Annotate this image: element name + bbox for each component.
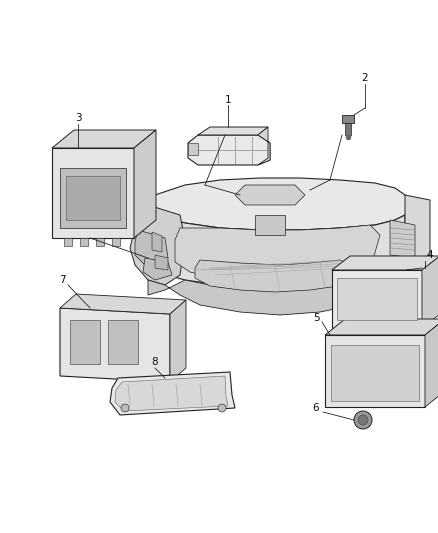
- Polygon shape: [258, 127, 270, 165]
- Polygon shape: [198, 127, 268, 135]
- Text: 7: 7: [59, 275, 65, 285]
- Polygon shape: [80, 238, 88, 246]
- Polygon shape: [66, 176, 120, 220]
- Polygon shape: [130, 205, 185, 285]
- Polygon shape: [422, 256, 438, 328]
- Polygon shape: [337, 278, 417, 320]
- Polygon shape: [70, 320, 100, 364]
- Polygon shape: [235, 185, 305, 205]
- Circle shape: [354, 411, 372, 429]
- Polygon shape: [52, 148, 134, 238]
- Polygon shape: [331, 345, 419, 401]
- Polygon shape: [325, 335, 425, 407]
- Circle shape: [121, 404, 129, 412]
- Text: 3: 3: [75, 113, 81, 123]
- Text: 6: 6: [313, 403, 319, 413]
- Polygon shape: [405, 195, 430, 265]
- Text: 5: 5: [313, 313, 319, 323]
- Polygon shape: [342, 115, 354, 123]
- Text: 4: 4: [427, 250, 433, 260]
- Polygon shape: [112, 238, 120, 246]
- Polygon shape: [152, 232, 162, 252]
- Polygon shape: [148, 178, 410, 230]
- Circle shape: [358, 415, 368, 425]
- Polygon shape: [255, 215, 285, 235]
- Circle shape: [218, 404, 226, 412]
- Polygon shape: [195, 260, 355, 292]
- Polygon shape: [325, 319, 438, 335]
- Polygon shape: [332, 256, 438, 270]
- Polygon shape: [425, 319, 438, 407]
- Polygon shape: [64, 238, 72, 246]
- Polygon shape: [108, 320, 138, 364]
- Polygon shape: [60, 308, 170, 382]
- Polygon shape: [135, 230, 168, 265]
- Polygon shape: [188, 143, 198, 155]
- Text: 1: 1: [225, 95, 231, 105]
- Polygon shape: [332, 270, 422, 328]
- Polygon shape: [143, 258, 172, 280]
- Polygon shape: [115, 376, 228, 411]
- Polygon shape: [96, 238, 104, 246]
- Polygon shape: [170, 300, 186, 382]
- Polygon shape: [148, 205, 405, 288]
- Polygon shape: [175, 225, 380, 282]
- Text: 8: 8: [152, 357, 158, 367]
- Polygon shape: [345, 123, 351, 135]
- Polygon shape: [155, 255, 168, 270]
- Polygon shape: [134, 130, 156, 238]
- Polygon shape: [110, 372, 235, 415]
- Polygon shape: [52, 130, 156, 148]
- Polygon shape: [148, 265, 405, 315]
- Polygon shape: [390, 220, 415, 258]
- Polygon shape: [60, 294, 186, 314]
- Polygon shape: [60, 168, 126, 228]
- Polygon shape: [188, 135, 270, 165]
- Text: 2: 2: [362, 73, 368, 83]
